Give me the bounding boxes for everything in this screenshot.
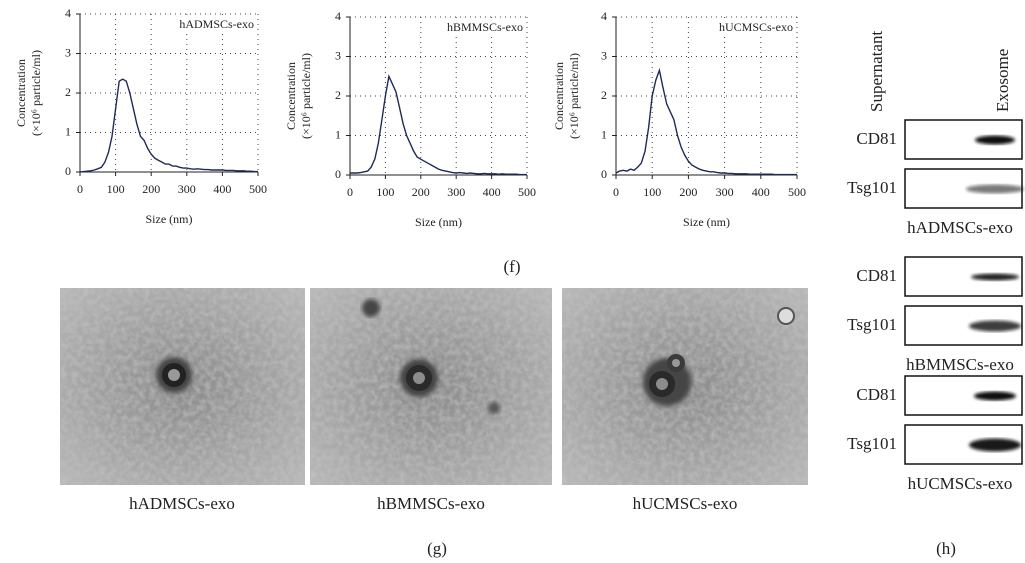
y-tick-label: 4 (601, 9, 607, 23)
x-axis-label: Size (nm) (683, 215, 730, 229)
image-label: hUCMSCs-exo (633, 494, 738, 513)
title-bg (156, 16, 256, 32)
row-label: CD81 (856, 266, 897, 285)
tem-image (562, 288, 808, 485)
x-tick-label: 200 (142, 182, 160, 196)
image-label: hBMMSCs-exo (377, 494, 485, 513)
y-tick-label: 3 (65, 45, 71, 59)
y-axis-label: (×10⁶ particle/ml) (567, 53, 581, 139)
group-label: hBMMSCs-exo (906, 355, 1014, 374)
x-tick-label: 100 (376, 185, 394, 199)
y-axis-label: Concentration (284, 62, 298, 130)
x-tick-label: 500 (518, 185, 536, 199)
blot-band (969, 320, 1021, 332)
y-tick-label: 4 (335, 9, 341, 23)
panel-label: (g) (427, 539, 447, 558)
y-tick-label: 2 (65, 85, 71, 99)
group-label: hUCMSCs-exo (908, 474, 1013, 493)
blot-band (971, 273, 1019, 281)
group-label: hADMSCs-exo (907, 218, 1013, 237)
y-axis-label: Concentration (552, 62, 566, 130)
y-tick-label: 0 (335, 167, 341, 181)
y-tick-label: 4 (65, 6, 71, 20)
x-tick-label: 300 (447, 185, 465, 199)
x-tick-label: 500 (249, 182, 267, 196)
x-tick-label: 400 (752, 185, 770, 199)
x-tick-label: 0 (77, 182, 83, 196)
x-tick-label: 200 (412, 185, 430, 199)
tem-images (60, 288, 808, 485)
x-tick-label: 300 (178, 182, 196, 196)
blot-band (974, 391, 1016, 401)
x-tick-label: 500 (788, 185, 806, 199)
line (79, 78, 258, 173)
y-tick-label: 0 (65, 164, 71, 178)
title-bg (695, 19, 795, 35)
blot-band (975, 135, 1015, 145)
y-axis-label: (×10⁶ particle/ml) (299, 53, 313, 139)
panel-label: (f) (504, 257, 521, 276)
x-tick-label: 400 (213, 182, 231, 196)
row-label: Tsg101 (847, 315, 897, 334)
y-tick-label: 2 (601, 88, 607, 102)
y-tick-label: 1 (65, 124, 71, 138)
x-tick-label: 100 (107, 182, 125, 196)
x-tick-label: 300 (716, 185, 734, 199)
y-axis-label: (×10⁶ particle/ml) (29, 50, 43, 136)
chart-title: hUCMSCs-exo (719, 20, 793, 34)
line (615, 67, 797, 176)
column-label: Supernatant (867, 31, 886, 112)
chart-title: hADMSCs-exo (179, 17, 254, 31)
y-tick-label: 3 (601, 48, 607, 62)
image-label: hADMSCs-exo (129, 494, 235, 513)
y-tick-label: 1 (601, 127, 607, 141)
chart-title: hBMMSCs-exo (447, 20, 523, 34)
y-axis-label: Concentration (14, 59, 28, 127)
column-label: Exosome (993, 49, 1012, 112)
panel-label: (h) (936, 539, 956, 558)
y-tick-label: 0 (601, 167, 607, 181)
x-tick-label: 0 (613, 185, 619, 199)
row-label: Tsg101 (847, 178, 897, 197)
x-axis-label: Size (nm) (415, 215, 462, 229)
x-tick-label: 200 (679, 185, 697, 199)
y-tick-label: 2 (335, 88, 341, 102)
x-tick-label: 0 (347, 185, 353, 199)
x-axis-label: Size (nm) (146, 212, 193, 226)
row-label: CD81 (856, 385, 897, 404)
blot-band (969, 438, 1021, 452)
blot-band (966, 184, 1024, 194)
y-tick-label: 1 (335, 127, 341, 141)
row-label: Tsg101 (847, 434, 897, 453)
x-tick-label: 400 (483, 185, 501, 199)
title-bg (425, 19, 525, 35)
y-tick-label: 3 (335, 48, 341, 62)
tem-image (310, 288, 552, 485)
line (350, 73, 527, 176)
row-label: CD81 (856, 129, 897, 148)
x-tick-label: 100 (643, 185, 661, 199)
tem-image (60, 288, 305, 485)
